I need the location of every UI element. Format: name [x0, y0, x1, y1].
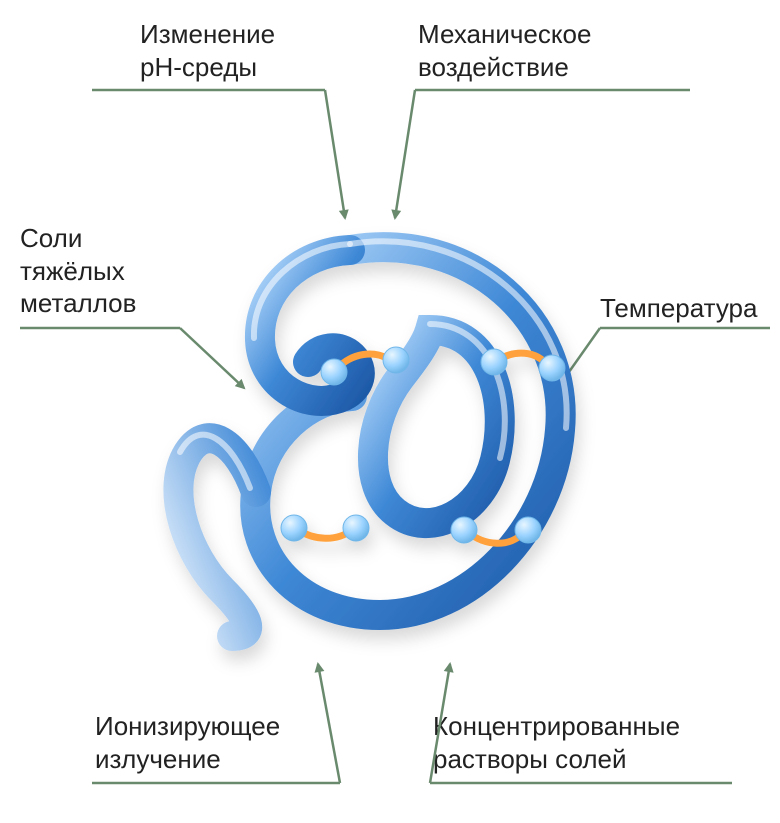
callout-temp — [552, 328, 770, 396]
protein-tube-outer — [255, 247, 561, 615]
callouts — [20, 90, 770, 783]
callout-mech — [395, 90, 690, 218]
callout-ph — [92, 90, 345, 218]
callout-salts — [430, 664, 732, 783]
callout-metals — [20, 328, 244, 388]
diagram-svg — [0, 0, 780, 823]
callout-ionizing — [92, 664, 340, 783]
protein — [178, 241, 566, 636]
